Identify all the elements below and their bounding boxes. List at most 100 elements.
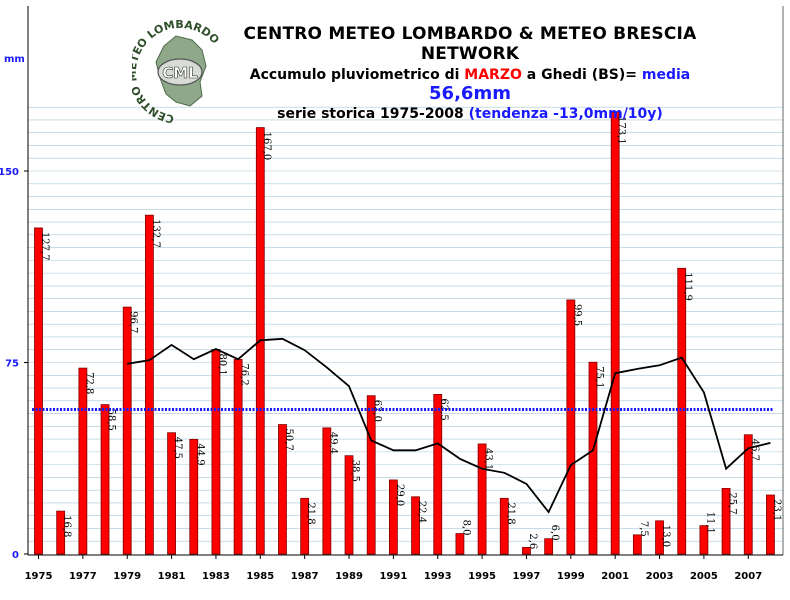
bar-1990 [366, 395, 376, 555]
bar-value-label: 173,1 [616, 116, 627, 145]
bar-value-label: 75,1 [594, 366, 605, 388]
bar-value-label: 23,1 [771, 499, 782, 521]
bar-value-label: 62,0 [372, 400, 383, 422]
bar-2006 [721, 487, 731, 555]
x-tick-label: 1983 [202, 571, 230, 582]
bar-1991 [388, 479, 398, 555]
x-tick-label: 2003 [646, 571, 674, 582]
title-line-2-mid: a Ghedi (BS)= [521, 67, 642, 83]
plot-area [28, 6, 783, 555]
bar-value-label: 6,0 [549, 525, 560, 541]
bar-value-label: 8,0 [460, 520, 471, 536]
title-media-value: 56,6mm [429, 83, 511, 104]
title-line-3-prefix: serie storica 1975-2008 [277, 106, 469, 122]
bar-value-label: 11,1 [704, 512, 715, 534]
bar-value-label: 111,9 [682, 272, 693, 301]
bar-1992 [411, 496, 420, 555]
title-month: MARZO [464, 67, 522, 83]
x-tick-label: 2005 [690, 571, 718, 582]
bar-value-label: 50,7 [283, 429, 294, 451]
x-tick-label: 1997 [513, 571, 541, 582]
x-tick-label: 2007 [734, 571, 762, 582]
bar-1997 [522, 546, 531, 555]
bar-value-label: 132,7 [150, 219, 161, 248]
x-tick-label: 1975 [25, 571, 53, 582]
title-line-2-prefix: Accumulo pluviometrico di [249, 67, 465, 83]
bar-1988 [322, 427, 332, 555]
bar-value-label: 99,5 [571, 304, 582, 326]
bar-1980 [144, 214, 154, 555]
x-tick-label: 1991 [379, 571, 407, 582]
trend-line [127, 337, 771, 514]
bar-1981 [167, 432, 176, 555]
bar-value-label: 127,7 [39, 232, 50, 261]
bar-1996 [499, 497, 509, 555]
bar-value-label: 44,9 [194, 443, 205, 465]
bar-1989 [344, 455, 354, 555]
bar-1977 [78, 367, 88, 555]
bar-value-label: 62,5 [438, 398, 449, 420]
bar-1987 [300, 497, 310, 555]
logo-badge [157, 58, 203, 86]
bar-value-label: 49,4 [327, 432, 338, 454]
bar-1976 [56, 510, 66, 555]
x-tick-label: 1979 [113, 571, 141, 582]
cml-logo: CML CENTRO METEO LOMBARDO [132, 18, 222, 126]
bar-1984 [233, 359, 243, 555]
title-line-3: serie storica 1975-2008 (tendenza -13,0m… [210, 106, 730, 122]
bar-1979 [122, 306, 132, 555]
bar-1998 [544, 538, 554, 555]
x-tick-label: 1993 [424, 571, 452, 582]
title-line-1: CENTRO METEO LOMBARDO & METEO BRESCIA NE… [243, 24, 697, 64]
bar-value-label: 16,8 [61, 515, 72, 537]
y-tick-label: 75 [5, 359, 19, 370]
chart-title: CENTRO METEO LOMBARDO & METEO BRESCIA NE… [210, 24, 730, 122]
bar-2007 [743, 434, 753, 555]
bar-2003 [655, 520, 664, 555]
title-media-label: media [641, 67, 691, 83]
bar-2004 [677, 267, 687, 555]
x-tick-label: 1995 [468, 571, 496, 582]
bar-2005 [699, 525, 709, 555]
bar-1982 [189, 438, 199, 555]
logo-text: CML [162, 64, 198, 82]
bar-value-label: 72,8 [83, 372, 94, 394]
bar-1994 [455, 533, 465, 555]
bar-1978 [100, 404, 110, 555]
bar-1999 [566, 299, 576, 555]
x-tick-label: 1999 [557, 571, 585, 582]
x-tick-label: 1985 [246, 571, 274, 582]
bar-value-label: 46,7 [749, 439, 760, 461]
bar-1983 [211, 349, 221, 555]
title-trend: (tendenza -13,0mm/10y) [468, 106, 663, 122]
bar-value-label: 22,4 [416, 501, 427, 523]
bar-value-label: 58,5 [106, 409, 117, 431]
x-tick-label: 1981 [158, 571, 186, 582]
bar-1986 [278, 424, 287, 555]
bar-value-label: 96,7 [128, 311, 139, 333]
x-tick-label: 1987 [291, 571, 319, 582]
bar-value-label: 76,2 [239, 363, 250, 385]
bar-value-label: 7,5 [638, 521, 649, 537]
bar-2000 [588, 361, 598, 555]
bar-value-label: 13,0 [660, 525, 671, 547]
bar-value-label: 2,6 [527, 533, 538, 549]
bar-1995 [477, 443, 487, 555]
y-tick-label: 150 [0, 167, 19, 178]
bar-value-label: 167,0 [261, 132, 272, 161]
bar-1993 [433, 394, 443, 555]
bar-value-label: 80,1 [216, 353, 227, 375]
bar-1975 [34, 227, 43, 555]
bar-value-label: 21,8 [505, 502, 516, 524]
title-line-2: Accumulo pluviometrico di MARZO a Ghedi … [210, 67, 730, 104]
bar-2001 [610, 111, 620, 555]
bar-value-label: 43,1 [483, 448, 494, 470]
bar-2002 [632, 534, 642, 555]
x-tick-label: 1977 [69, 571, 97, 582]
bar-2008 [766, 494, 775, 555]
x-tick-label: 1989 [335, 571, 363, 582]
bar-value-label: 21,8 [305, 502, 316, 524]
bar-value-label: 29,0 [394, 484, 405, 506]
